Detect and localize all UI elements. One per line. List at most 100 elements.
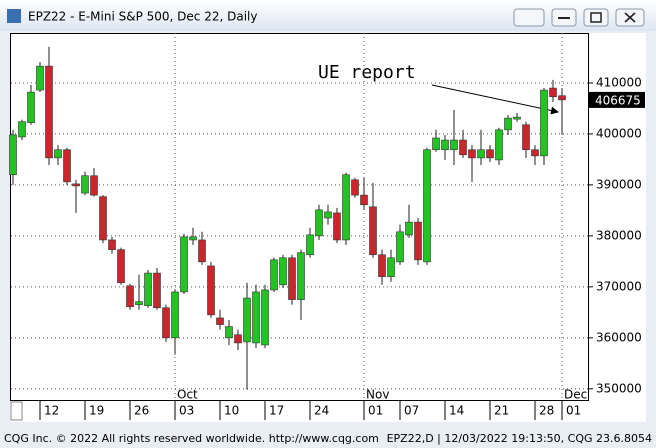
candle-body [27,91,35,124]
footer-left: CQG Inc. © 2022 All rights reserved worl… [4,432,379,445]
candle-body [378,254,386,277]
annotation: UE report [318,62,416,83]
candle-body [99,196,107,241]
candle-body [333,212,341,241]
candle-body [63,149,71,183]
maximize-button[interactable] [583,8,609,27]
candle-body [306,234,314,256]
candle-body [297,252,305,300]
candle-body [459,139,467,156]
candle-body [360,194,368,206]
x-tick-label: 21 [494,404,509,418]
candle-body [441,139,449,151]
scrollbar[interactable] [10,401,23,421]
x-tick-label: 24 [314,404,329,418]
x-tick-label: 19 [89,404,104,418]
candle-body [369,206,377,256]
maximize-icon [590,12,602,23]
x-tick-label: 14 [449,404,464,418]
month-label: Nov [366,388,389,402]
app-icon [7,9,21,23]
month-label: Dec [564,388,587,402]
y-tick-label: 410000 [596,75,642,89]
candle-body [432,137,440,151]
candle-body [522,124,530,151]
candle-body [531,149,539,157]
candle-body [387,257,395,277]
x-tick-label: 10 [224,404,239,418]
candle-body [288,257,296,300]
candle-body [450,139,458,151]
candle-body [252,291,260,344]
y-tick-label: 400000 [596,126,642,140]
candle-body [234,334,242,344]
x-tick-label: 17 [269,404,284,418]
candle-body [513,116,521,120]
candle-body [495,129,503,161]
candle-body [324,211,332,219]
x-tick-label: 28 [539,404,554,418]
last-price-label: 406675 [595,93,641,107]
x-tick-label: 26 [134,404,149,418]
candle-body [54,149,62,159]
chart-area [10,33,646,422]
candle-body [45,65,53,159]
x-tick-label: 01 [368,404,383,418]
candle-body [126,285,134,308]
candle-body [135,301,143,305]
candle-body [153,272,161,309]
candle-body [270,259,278,291]
candle-body [81,175,89,194]
x-tick-label: 01 [566,404,581,418]
candle-body [144,272,152,307]
candle-body [261,289,269,346]
candle-body [108,239,116,250]
candle-body [558,95,566,101]
month-label: Oct [177,388,198,402]
candle-body [423,149,431,263]
x-tick-label: 03 [179,404,194,418]
candle-body [9,134,17,176]
candle-body [207,265,215,316]
plot-frame [10,33,589,401]
title-bar [0,0,656,31]
y-tick-label: 380000 [596,228,642,242]
candle-body [351,179,359,196]
candle-body [36,65,44,91]
x-tick-label: 12 [44,404,59,418]
candle-body [216,317,224,325]
last-price-box [589,91,645,108]
candle-body [504,117,512,131]
candle-body [198,239,206,263]
candle-body [225,326,233,339]
candle-body [243,297,251,343]
candle-body [162,307,170,339]
link-button[interactable] [513,8,545,27]
annotation-arrow [431,84,559,115]
candle-body [315,209,323,237]
candle-body [90,175,98,196]
candle-body [477,149,485,159]
candle-body [549,87,557,98]
candle-body [540,89,548,157]
candle-body [18,121,26,138]
chart-title: EPZ22 - E-Mini S&P 500, Dec 22, Daily [28,10,257,24]
candle-body [468,149,476,159]
candle-body [414,221,422,261]
y-tick-label: 360000 [596,330,642,344]
candle-body [189,236,197,241]
y-tick-label: 390000 [596,177,642,191]
candle-body [342,174,350,241]
close-icon [624,12,636,23]
candle-body [396,231,404,263]
candle-body [180,236,188,293]
candle-body [72,183,80,187]
y-tick-label: 350000 [596,381,642,395]
candle-body [117,249,125,284]
candle-body [279,257,287,286]
candle-body [171,291,179,339]
y-tick-label: 370000 [596,279,642,293]
candle-body [405,221,413,236]
